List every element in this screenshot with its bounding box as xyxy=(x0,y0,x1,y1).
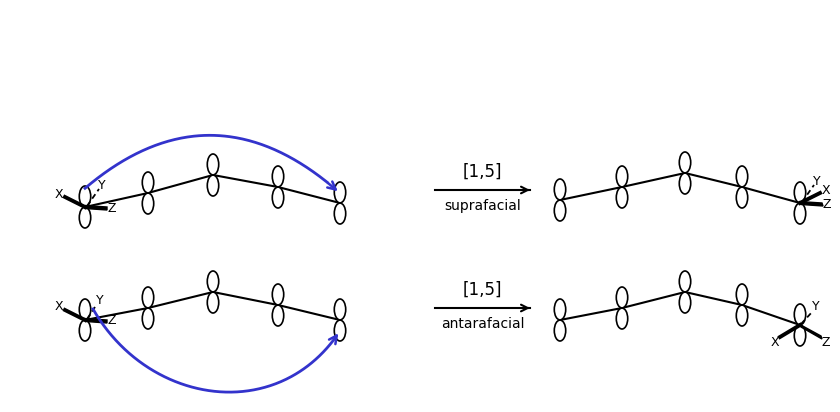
Ellipse shape xyxy=(554,299,565,320)
Text: suprafacial: suprafacial xyxy=(444,199,521,213)
Ellipse shape xyxy=(554,179,565,200)
Text: X: X xyxy=(822,183,830,197)
Ellipse shape xyxy=(795,325,806,346)
Polygon shape xyxy=(799,324,822,339)
Text: [1,5]: [1,5] xyxy=(463,281,502,299)
Ellipse shape xyxy=(737,187,748,208)
Ellipse shape xyxy=(272,166,284,187)
Ellipse shape xyxy=(617,166,627,187)
Ellipse shape xyxy=(680,173,690,194)
Text: X: X xyxy=(55,300,63,314)
Polygon shape xyxy=(84,318,107,323)
Ellipse shape xyxy=(680,152,690,173)
Ellipse shape xyxy=(680,292,690,313)
Ellipse shape xyxy=(142,308,154,329)
Text: Z: Z xyxy=(108,314,116,328)
Ellipse shape xyxy=(737,166,748,187)
Text: X: X xyxy=(770,335,780,349)
Ellipse shape xyxy=(795,182,806,203)
Ellipse shape xyxy=(795,203,806,224)
Ellipse shape xyxy=(79,186,91,207)
Ellipse shape xyxy=(79,320,91,341)
Ellipse shape xyxy=(334,182,346,203)
Text: Z: Z xyxy=(822,197,832,211)
Ellipse shape xyxy=(334,299,346,320)
Ellipse shape xyxy=(272,284,284,305)
Ellipse shape xyxy=(142,287,154,308)
Text: antarafacial: antarafacial xyxy=(441,317,524,331)
Text: Y: Y xyxy=(813,175,821,187)
Ellipse shape xyxy=(737,305,748,326)
Ellipse shape xyxy=(554,200,565,221)
Ellipse shape xyxy=(617,187,627,208)
Ellipse shape xyxy=(617,308,627,329)
Text: [1,5]: [1,5] xyxy=(463,163,502,181)
Text: Y: Y xyxy=(812,300,820,314)
Ellipse shape xyxy=(334,320,346,341)
Ellipse shape xyxy=(142,193,154,214)
Ellipse shape xyxy=(554,320,565,341)
Ellipse shape xyxy=(79,207,91,228)
Ellipse shape xyxy=(680,271,690,292)
Ellipse shape xyxy=(79,299,91,320)
Ellipse shape xyxy=(142,172,154,193)
Polygon shape xyxy=(85,206,107,210)
Ellipse shape xyxy=(207,175,218,196)
Ellipse shape xyxy=(207,271,218,292)
Polygon shape xyxy=(799,201,823,206)
Ellipse shape xyxy=(207,292,218,313)
Text: X: X xyxy=(55,187,63,201)
Ellipse shape xyxy=(272,187,284,208)
Ellipse shape xyxy=(737,284,748,305)
Text: Z: Z xyxy=(108,201,116,215)
Ellipse shape xyxy=(617,287,627,308)
Ellipse shape xyxy=(334,203,346,224)
Ellipse shape xyxy=(795,304,806,325)
Text: Y: Y xyxy=(98,178,106,192)
Ellipse shape xyxy=(272,305,284,326)
Text: Z: Z xyxy=(822,335,830,349)
Text: Y: Y xyxy=(97,293,104,307)
Ellipse shape xyxy=(207,154,218,175)
